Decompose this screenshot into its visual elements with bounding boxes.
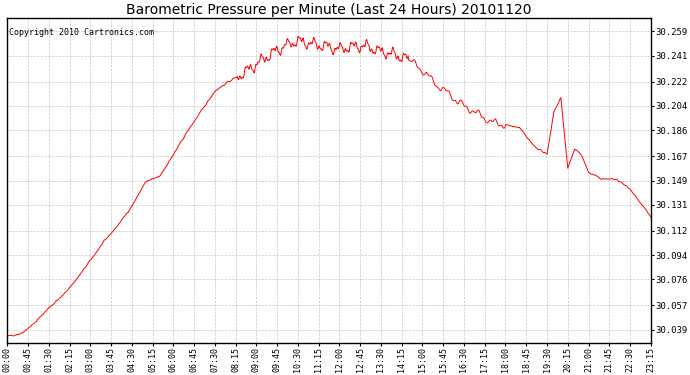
Title: Barometric Pressure per Minute (Last 24 Hours) 20101120: Barometric Pressure per Minute (Last 24 …	[126, 3, 532, 17]
Text: Copyright 2010 Cartronics.com: Copyright 2010 Cartronics.com	[9, 28, 154, 37]
